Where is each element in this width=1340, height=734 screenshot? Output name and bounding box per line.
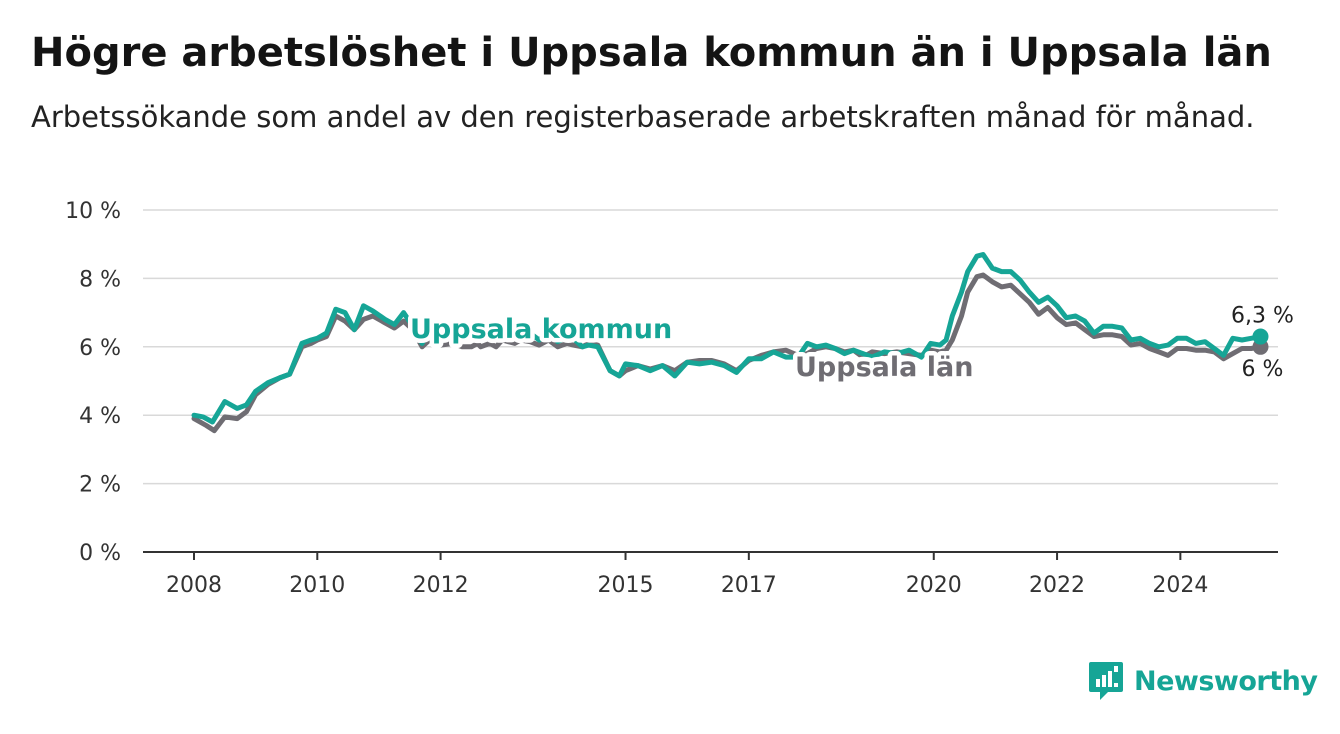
series-label: Uppsala län (795, 352, 973, 383)
x-tick-label: 2022 (1029, 573, 1085, 598)
series-line-uppsala-kommun (191, 252, 1263, 425)
x-tick-label: 2024 (1152, 573, 1208, 598)
series-label: Uppsala kommun (410, 314, 672, 345)
end-point-marker (1252, 328, 1269, 345)
x-tick-label: 2020 (906, 573, 962, 598)
line-chart: 0 % 2 % 4 % 6 % 8 % 10 % 2008 2010 2012 2015 2017 2… (65, 199, 1294, 598)
end-value-label: 6 % (1242, 357, 1284, 382)
x-tick-label: 2010 (289, 573, 345, 598)
x-tick-label: 2012 (413, 573, 469, 598)
y-tick-label: 4 % (79, 404, 121, 429)
chart-title: Högre arbetslöshet i Uppsala kommun än i… (31, 30, 1272, 76)
series-line-uppsala-län (191, 272, 1263, 434)
brand-name: Newsworthy (1134, 665, 1318, 697)
chart-subtitle: Arbetssökande som andel av den registerb… (31, 100, 1255, 134)
x-tick-label: 2015 (598, 573, 654, 598)
x-tick-label: 2017 (721, 573, 777, 598)
end-value-label: 6,3 % (1231, 304, 1294, 329)
brand-logo: Newsworthy (1088, 660, 1318, 702)
y-tick-label: 2 % (79, 473, 121, 498)
y-tick-label: 0 % (79, 541, 121, 566)
newsworthy-logo-icon (1089, 662, 1123, 700)
series-label-halo: Uppsala kommun (410, 314, 672, 345)
series-label-halo: Uppsala län (795, 352, 973, 383)
y-tick-label: 8 % (79, 267, 121, 292)
x-tick-label: 2008 (166, 573, 222, 598)
y-tick-label: 10 % (65, 199, 121, 224)
y-tick-label: 6 % (79, 336, 121, 361)
